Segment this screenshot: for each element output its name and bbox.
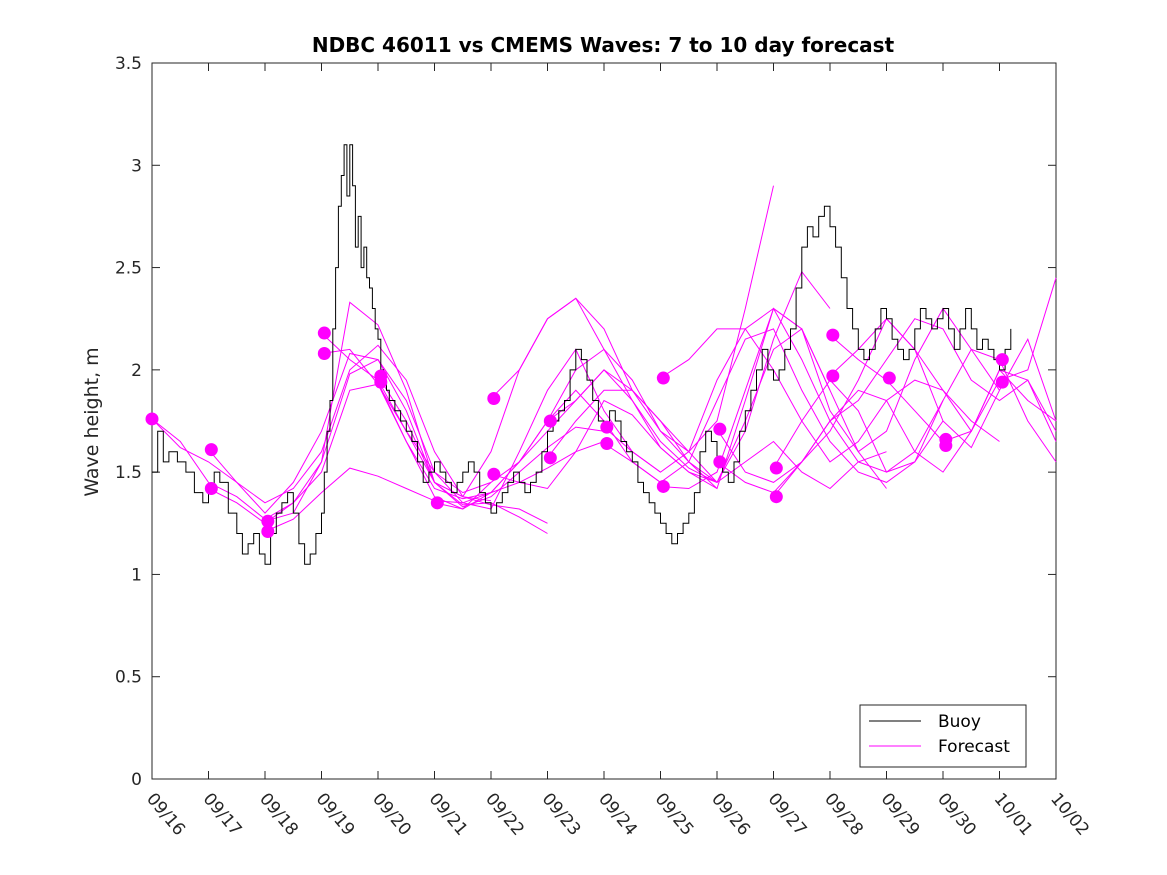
forecast-start-point xyxy=(995,353,1009,367)
forecast-start-point xyxy=(656,479,670,493)
forecast-series-line xyxy=(547,328,887,489)
y-tick-label: 2.5 xyxy=(115,259,142,279)
forecast-start-point xyxy=(543,414,557,428)
legend-box xyxy=(859,704,1027,768)
y-tick-label: 0.5 xyxy=(115,668,142,688)
forecast-start-point xyxy=(543,451,557,465)
forecast-start-point xyxy=(600,420,614,434)
chart-title: NDBC 46011 vs CMEMS Waves: 7 to 10 day f… xyxy=(312,33,895,57)
y-tick-label: 2 xyxy=(131,361,142,381)
forecast-start-point xyxy=(995,375,1009,389)
buoy-series-line xyxy=(152,144,1012,565)
forecast-start-point xyxy=(713,455,727,469)
forecast-start-point xyxy=(317,346,331,360)
legend: Buoy Forecast xyxy=(859,704,1027,768)
y-tick-label: 3.5 xyxy=(115,54,142,74)
forecast-start-point xyxy=(826,328,840,342)
forecast-series-line xyxy=(434,185,774,510)
forecast-start-point xyxy=(487,391,501,405)
forecast-start-point xyxy=(487,467,501,481)
y-tick-label: 3 xyxy=(131,156,142,176)
forecast-start-point xyxy=(713,422,727,436)
forecast-start-point xyxy=(317,326,331,340)
forecast-start-point xyxy=(145,412,159,426)
y-tick-label: 1 xyxy=(131,565,142,585)
forecast-series-line xyxy=(829,277,1057,433)
forecast-start-point xyxy=(261,524,275,538)
legend-buoy-label: Buoy xyxy=(938,712,981,732)
forecast-start-point xyxy=(656,371,670,385)
forecast-start-point xyxy=(374,375,388,389)
y-tick-label: 0 xyxy=(131,770,142,790)
forecast-start-point xyxy=(261,514,275,528)
forecast-start-point xyxy=(882,371,896,385)
forecast-start-point xyxy=(600,437,614,451)
forecast-start-point xyxy=(204,443,218,457)
y-tick-label: 1.5 xyxy=(115,463,142,483)
forecast-start-point xyxy=(939,439,953,453)
forecast-start-point xyxy=(826,369,840,383)
forecast-start-point xyxy=(430,496,444,510)
forecast-start-point xyxy=(769,461,783,475)
forecast-series-line xyxy=(773,369,1057,498)
legend-forecast-label: Forecast xyxy=(938,737,1010,757)
forecast-start-point xyxy=(204,482,218,496)
y-axis-label: Wave height, m xyxy=(81,347,103,496)
forecast-start-point xyxy=(769,490,783,504)
